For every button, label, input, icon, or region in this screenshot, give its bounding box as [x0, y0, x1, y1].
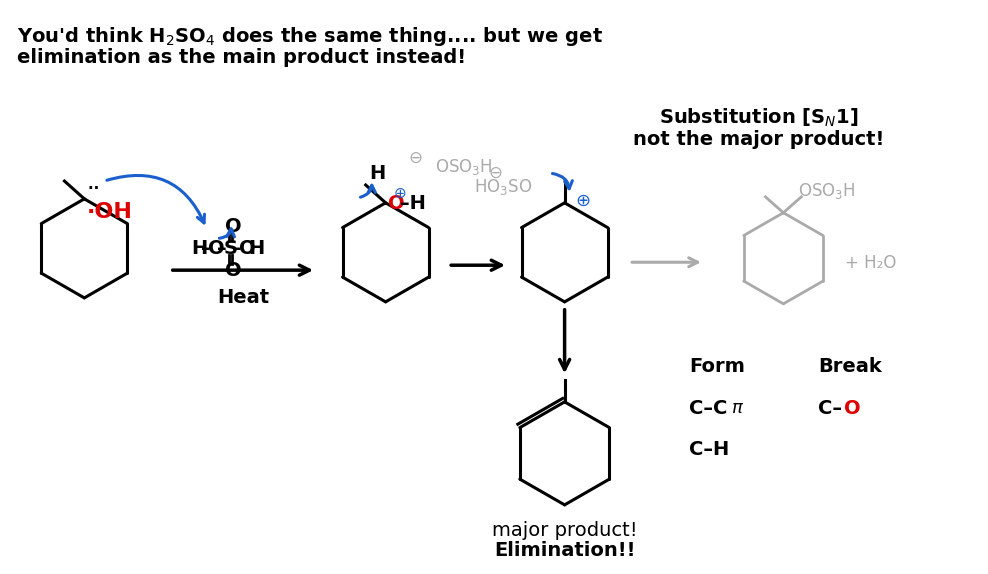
Text: Heat: Heat: [217, 288, 270, 307]
Text: H: H: [248, 239, 265, 258]
Text: ⊕: ⊕: [575, 192, 590, 210]
Text: –H: –H: [399, 195, 426, 214]
Text: –: –: [232, 239, 242, 258]
Text: ··: ··: [88, 181, 105, 196]
Text: You'd think H$_2$SO$_4$ does the same thing.... but we get: You'd think H$_2$SO$_4$ does the same th…: [17, 25, 603, 48]
Text: O: O: [224, 217, 241, 236]
Text: C–C: C–C: [689, 399, 734, 418]
Text: O: O: [239, 239, 256, 258]
Text: Elimination!!: Elimination!!: [494, 541, 635, 560]
Text: Break: Break: [818, 357, 882, 377]
Text: + H₂O: + H₂O: [845, 254, 896, 272]
Text: C–: C–: [818, 399, 842, 418]
Text: –: –: [201, 239, 210, 258]
Text: H: H: [370, 164, 385, 183]
Text: major product!: major product!: [492, 521, 637, 540]
Text: O: O: [224, 261, 241, 280]
Text: O: O: [387, 195, 404, 214]
Text: ⊕: ⊕: [393, 185, 406, 200]
Text: Form: Form: [689, 357, 745, 377]
Text: not the major product!: not the major product!: [633, 130, 884, 149]
Text: C–H: C–H: [689, 440, 729, 460]
Text: –: –: [216, 239, 226, 258]
Text: S: S: [223, 239, 237, 258]
Text: ⊖: ⊖: [408, 149, 423, 167]
Text: H: H: [192, 239, 207, 258]
Text: O: O: [844, 399, 861, 418]
Text: OSO$_3$H: OSO$_3$H: [436, 157, 493, 177]
Text: HO$_3$SO: HO$_3$SO: [474, 177, 533, 197]
Text: ⊖: ⊖: [488, 164, 502, 182]
Text: elimination as the main product instead!: elimination as the main product instead!: [17, 48, 465, 67]
Text: OSO$_3$H: OSO$_3$H: [798, 181, 856, 201]
Text: ·OH: ·OH: [86, 202, 132, 222]
Text: Substitution [S$_N$1]: Substitution [S$_N$1]: [659, 107, 859, 129]
Text: O: O: [207, 239, 224, 258]
Text: π: π: [731, 399, 742, 417]
